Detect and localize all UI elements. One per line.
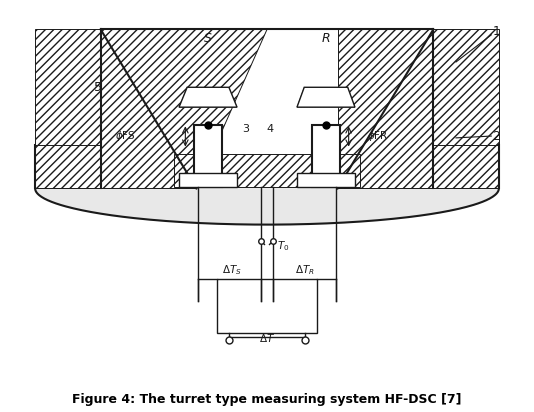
Text: $\phi$FR: $\phi$FR xyxy=(367,129,389,143)
Text: $\phi$FS: $\phi$FS xyxy=(115,129,136,143)
Polygon shape xyxy=(297,87,355,107)
Text: 1: 1 xyxy=(492,25,500,38)
Text: 2: 2 xyxy=(492,129,500,143)
Polygon shape xyxy=(337,29,433,188)
Text: 4: 4 xyxy=(266,124,273,134)
Text: $\Delta T_S$: $\Delta T_S$ xyxy=(222,263,241,277)
Bar xyxy=(35,145,197,188)
Polygon shape xyxy=(179,87,237,107)
Bar xyxy=(174,154,360,187)
Text: $\Delta T_R$: $\Delta T_R$ xyxy=(295,263,315,277)
Bar xyxy=(194,125,222,187)
Bar xyxy=(433,29,499,188)
Polygon shape xyxy=(35,188,499,225)
Polygon shape xyxy=(179,87,237,107)
Text: R: R xyxy=(321,32,331,45)
Bar xyxy=(312,125,340,187)
Bar xyxy=(35,29,101,188)
Text: S: S xyxy=(204,32,212,45)
Bar xyxy=(337,145,499,188)
Text: $T_0$: $T_0$ xyxy=(277,239,289,253)
Bar xyxy=(179,173,237,187)
Polygon shape xyxy=(101,29,267,188)
Polygon shape xyxy=(297,87,355,107)
Text: 3: 3 xyxy=(242,124,249,134)
Bar xyxy=(297,173,355,187)
Text: $\Delta T$: $\Delta T$ xyxy=(259,332,275,344)
Text: Figure 4: The turret type measuring system HF-DSC [7]: Figure 4: The turret type measuring syst… xyxy=(72,393,462,406)
Text: 5: 5 xyxy=(94,81,102,94)
Bar xyxy=(217,279,317,333)
